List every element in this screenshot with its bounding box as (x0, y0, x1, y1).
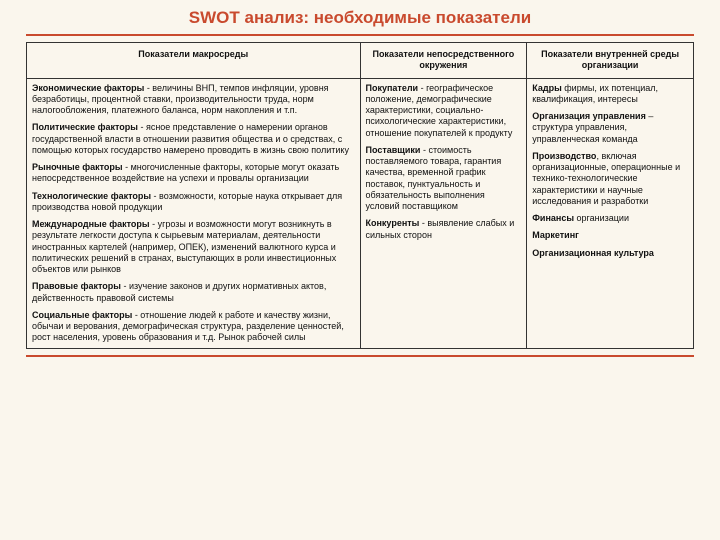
cell-micro: Покупатели - географическое положение, д… (360, 78, 527, 348)
col-header-2: Показатели непосредственного окружения (360, 43, 527, 79)
factor-paragraph: Технологические факторы - возможности, к… (32, 191, 355, 214)
factor-paragraph: Политические факторы - ясное представлен… (32, 122, 355, 156)
swot-table: Показатели макросреды Показатели непосре… (26, 42, 694, 349)
factor-paragraph: Правовые факторы - изучение законов и др… (32, 281, 355, 304)
table-header-row: Показатели макросреды Показатели непосре… (27, 43, 694, 79)
bottom-rule (26, 355, 694, 357)
factor-paragraph: Маркетинг (532, 230, 688, 241)
col-header-1: Показатели макросреды (27, 43, 361, 79)
factor-paragraph: Кадры фирмы, их потенциал, квалификация,… (532, 83, 688, 106)
table-row: Экономические факторы - величины ВНП, те… (27, 78, 694, 348)
factor-paragraph: Социальные факторы - отношение людей к р… (32, 310, 355, 344)
factor-paragraph: Поставщики - стоимость поставляемого тов… (366, 145, 522, 213)
col-header-3: Показатели внутренней среды организации (527, 43, 694, 79)
page-title: SWOT анализ: необходимые показатели (26, 8, 694, 28)
top-rule (26, 34, 694, 36)
factor-paragraph: Рыночные факторы - многочисленные фактор… (32, 162, 355, 185)
cell-macro: Экономические факторы - величины ВНП, те… (27, 78, 361, 348)
cell-internal: Кадры фирмы, их потенциал, квалификация,… (527, 78, 694, 348)
factor-paragraph: Экономические факторы - величины ВНП, те… (32, 83, 355, 117)
factor-paragraph: Покупатели - географическое положение, д… (366, 83, 522, 139)
factor-paragraph: Финансы организации (532, 213, 688, 224)
factor-paragraph: Международные факторы - угрозы и возможн… (32, 219, 355, 275)
factor-paragraph: Организационная культура (532, 248, 688, 259)
factor-paragraph: Производство, включая организационные, о… (532, 151, 688, 207)
factor-paragraph: Конкуренты - выявление слабых и сильных … (366, 218, 522, 241)
factor-paragraph: Организация управления – структура управ… (532, 111, 688, 145)
